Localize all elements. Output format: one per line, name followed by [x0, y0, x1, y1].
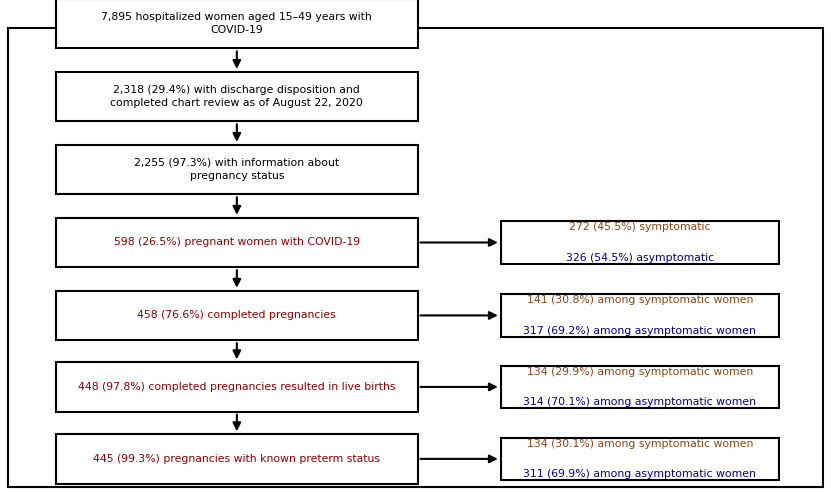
FancyBboxPatch shape — [500, 437, 779, 480]
Text: 445 (99.3%) pregnancies with known preterm status: 445 (99.3%) pregnancies with known prete… — [93, 454, 381, 464]
Text: 272 (45.5%) symptomatic: 272 (45.5%) symptomatic — [569, 222, 711, 232]
Text: 2,255 (97.3%) with information about
pregnancy status: 2,255 (97.3%) with information about pre… — [135, 158, 339, 181]
FancyBboxPatch shape — [500, 221, 779, 264]
FancyBboxPatch shape — [56, 0, 417, 49]
Text: 134 (30.1%) among symptomatic women: 134 (30.1%) among symptomatic women — [527, 439, 753, 449]
FancyBboxPatch shape — [56, 434, 417, 484]
Text: 311 (69.9%) among asymptomatic women: 311 (69.9%) among asymptomatic women — [524, 469, 756, 479]
Text: 2,318 (29.4%) with discharge disposition and
completed chart review as of August: 2,318 (29.4%) with discharge disposition… — [111, 85, 363, 108]
FancyBboxPatch shape — [56, 362, 417, 412]
Text: 7,895 hospitalized women aged 15–49 years with
COVID-19: 7,895 hospitalized women aged 15–49 year… — [101, 12, 372, 35]
Text: 448 (97.8%) completed pregnancies resulted in live births: 448 (97.8%) completed pregnancies result… — [78, 382, 396, 392]
FancyBboxPatch shape — [56, 145, 417, 194]
Text: 314 (70.1%) among asymptomatic women: 314 (70.1%) among asymptomatic women — [524, 397, 756, 407]
FancyBboxPatch shape — [56, 291, 417, 340]
Text: 598 (26.5%) pregnant women with COVID-19: 598 (26.5%) pregnant women with COVID-19 — [114, 238, 360, 247]
FancyBboxPatch shape — [500, 366, 779, 408]
Text: 317 (69.2%) among asymptomatic women: 317 (69.2%) among asymptomatic women — [524, 326, 756, 336]
Text: 141 (30.8%) among symptomatic women: 141 (30.8%) among symptomatic women — [527, 295, 753, 306]
FancyBboxPatch shape — [56, 72, 417, 122]
Text: 458 (76.6%) completed pregnancies: 458 (76.6%) completed pregnancies — [137, 310, 337, 320]
Text: 134 (29.9%) among symptomatic women: 134 (29.9%) among symptomatic women — [527, 367, 753, 377]
FancyBboxPatch shape — [56, 217, 417, 267]
FancyBboxPatch shape — [500, 294, 779, 337]
Text: 326 (54.5%) asymptomatic: 326 (54.5%) asymptomatic — [566, 252, 714, 263]
